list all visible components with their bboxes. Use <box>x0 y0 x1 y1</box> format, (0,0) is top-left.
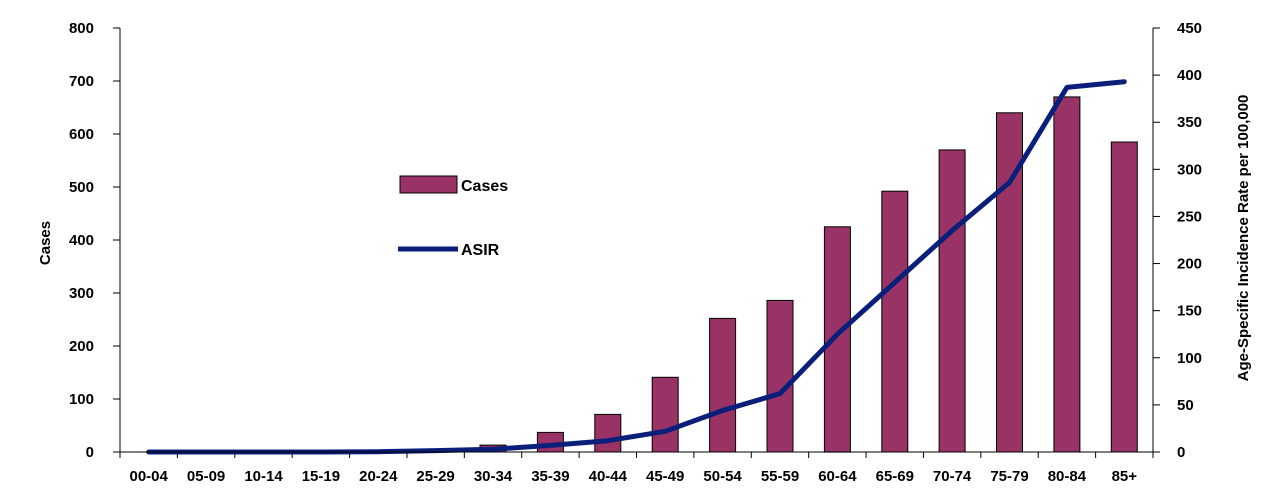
y-tick-label-left: 300 <box>69 285 94 302</box>
legend: Cases ASIR <box>398 175 508 259</box>
x-tick-label-25-29: 25-29 <box>416 468 454 485</box>
x-tick-label-35-39: 35-39 <box>531 468 569 485</box>
x-tick-label-80-84: 80-84 <box>1048 468 1087 485</box>
bar-cases-60-64 <box>823 226 851 453</box>
x-tick-label-05-09: 05-09 <box>187 468 225 485</box>
y-tick-label-right: 150 <box>1177 303 1202 320</box>
y-axis-title-right: Age-Specific Incidence Rate per 100,000 <box>1235 95 1252 382</box>
asir-line-layer <box>146 79 1127 455</box>
bar-cases-85+ <box>1110 141 1138 453</box>
bar-cases-50-54 <box>709 317 737 453</box>
x-tick-label-00-04: 00-04 <box>130 468 169 485</box>
axes-layer <box>113 27 1160 458</box>
x-tick-label-60-64: 60-64 <box>818 468 857 485</box>
y-tick-label-right: 200 <box>1177 256 1202 273</box>
bar-cases-70-74 <box>938 149 966 453</box>
x-tick-label-10-14: 10-14 <box>244 468 283 485</box>
x-tick-label-55-59: 55-59 <box>761 468 799 485</box>
y-tick-label-right: 250 <box>1177 208 1202 225</box>
y-tick-label-left: 500 <box>69 179 94 196</box>
y-tick-label-right: 400 <box>1177 67 1202 84</box>
legend-swatch-cases <box>399 175 458 194</box>
x-tick-label-70-74: 70-74 <box>933 468 972 485</box>
y-tick-label-left: 600 <box>69 126 94 143</box>
x-tick-label-45-49: 45-49 <box>646 468 684 485</box>
asir-line <box>146 79 1127 455</box>
y-tick-label-right: 450 <box>1177 20 1202 37</box>
y-tick-label-right: 100 <box>1177 350 1202 367</box>
y-tick-label-left: 200 <box>69 338 94 355</box>
bar-cases-65-69 <box>881 190 909 453</box>
bars-layer <box>364 96 1138 453</box>
bar-cases-55-59 <box>766 299 794 453</box>
legend-label-cases: Cases <box>461 178 508 195</box>
x-tick-label-20-24: 20-24 <box>359 468 398 485</box>
y-axis-title-left: Cases <box>37 221 54 265</box>
y-tick-label-left: 100 <box>69 391 94 408</box>
x-tick-labels: 00-04 05-09 10-14 15-19 20-24 25-29 30-34 35-39… <box>130 468 1138 485</box>
y-tick-label-left: 0 <box>86 444 94 461</box>
y-tick-label-right: 350 <box>1177 114 1202 131</box>
y-tick-label-left: 700 <box>69 73 94 90</box>
x-tick-label-40-44: 40-44 <box>589 468 628 485</box>
x-tick-label-50-54: 50-54 <box>703 468 742 485</box>
legend-label-asir: ASIR <box>461 242 500 259</box>
x-tick-label-85+: 85+ <box>1112 468 1138 485</box>
right-tick-labels: 0 50 100 150 200 250 300 350 400 450 <box>1177 20 1202 461</box>
y-tick-label-left: 800 <box>69 20 94 37</box>
x-tick-label-65-69: 65-69 <box>876 468 914 485</box>
left-tick-labels: 0 100 200 300 400 500 600 700 800 <box>69 20 94 461</box>
x-tick-label-75-79: 75-79 <box>990 468 1028 485</box>
y-tick-label-left: 400 <box>69 232 94 249</box>
y-tick-label-right: 0 <box>1177 444 1185 461</box>
y-tick-label-right: 300 <box>1177 161 1202 178</box>
bar-cases-45-49 <box>651 376 679 453</box>
bar-cases-40-44 <box>594 413 622 453</box>
x-tick-label-15-19: 15-19 <box>302 468 340 485</box>
bar-cases-80-84 <box>1053 96 1081 453</box>
y-tick-label-right: 50 <box>1177 397 1194 414</box>
x-tick-label-30-34: 30-34 <box>474 468 513 485</box>
